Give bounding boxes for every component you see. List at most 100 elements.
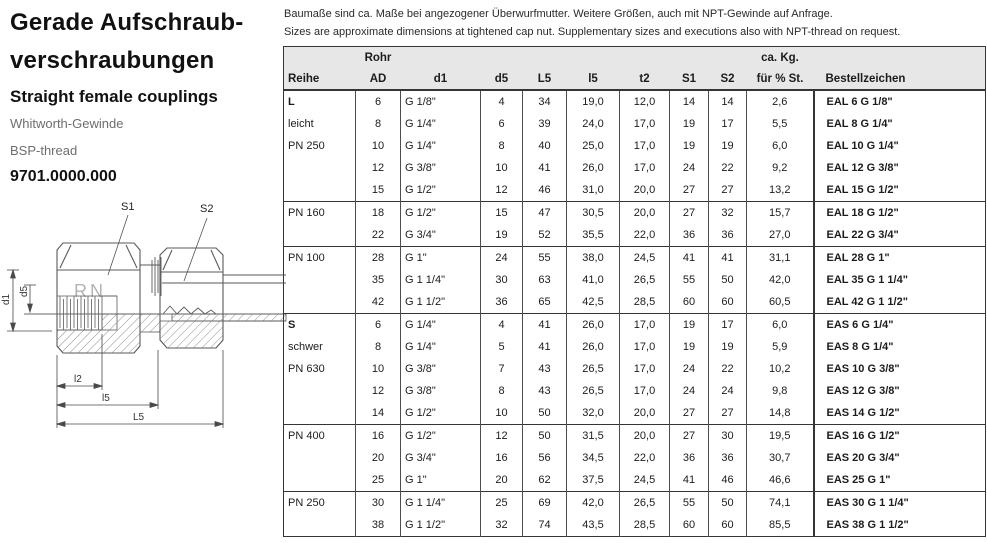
value-cell: 35,5	[566, 224, 620, 247]
value-cell: 8	[355, 336, 401, 358]
value-cell: 60	[669, 514, 709, 537]
value-cell: 22,0	[619, 447, 670, 469]
value-cell: 52	[522, 224, 567, 247]
col-header-d5: d5	[480, 68, 523, 91]
value-cell: 20,0	[619, 402, 670, 425]
page-title-line1: Gerade Aufschraub-	[10, 9, 244, 36]
value-cell: 19	[669, 135, 709, 157]
value-cell: 74	[522, 514, 567, 537]
value-cell: 14,8	[746, 402, 814, 425]
value-cell: 6	[355, 313, 401, 336]
order-code-cell: EAS 6 G 1/4"	[812, 313, 986, 336]
value-cell: 47	[522, 201, 567, 224]
note-en: Sizes are approximate dimensions at tigh…	[284, 26, 901, 38]
reihe-cell: PN 250	[283, 491, 356, 537]
reihe-label: L	[288, 96, 295, 108]
thread-type-en: BSP-thread	[10, 143, 78, 158]
table-row: PN 400 16 G 1/2" 12 50 31,5 20,0 27 30 19,5 EAS 16…	[283, 424, 986, 492]
wrench-labels	[107, 214, 208, 282]
value-cell: 27	[708, 402, 747, 425]
col-header-ad: AD	[355, 68, 401, 91]
table-row: 14 G 1/2" 10 50 32,0 20,0 27 27 14,8 EAS 14 G 1/2…	[284, 402, 986, 425]
value-cell: 6,0	[746, 135, 814, 157]
value-cell: 36	[669, 447, 709, 469]
reihe-label: PN 630	[288, 363, 325, 375]
value-cell: 6	[355, 89, 401, 113]
value-cell: 34	[522, 89, 567, 113]
value-cell: 24	[669, 358, 709, 380]
value-cell: 12	[355, 380, 401, 402]
value-cell: 50	[708, 491, 747, 514]
value-cell: 28	[355, 246, 401, 269]
value-cell: 85,5	[746, 514, 814, 537]
value-cell: 25	[480, 491, 523, 514]
part-number: 9701.0000.000	[10, 168, 117, 185]
l5-label: l5	[102, 393, 110, 404]
value-cell: 19	[480, 224, 523, 247]
reihe-label: PN 100	[288, 252, 325, 264]
order-code-cell: EAL 12 G 3/8"	[812, 157, 986, 179]
col-header-L5: L5	[522, 68, 567, 91]
col-header-kg: für % St.	[746, 68, 814, 91]
value-cell: 14	[669, 89, 709, 113]
value-cell: 8	[480, 135, 523, 157]
value-cell: 36	[708, 224, 747, 247]
section-hatch	[56, 313, 287, 354]
value-cell: 28,5	[619, 514, 670, 537]
table-row: 25 G 1" 20 62 37,5 24,5 41 46 46,6 EAS 25 G 1"	[284, 469, 986, 492]
s2-label: S2	[200, 203, 213, 215]
table-row: 35 G 1 1/4" 30 63 41,0 26,5 55 50 42,0 EAL 35 G 1…	[284, 269, 986, 291]
value-cell: 31,1	[746, 246, 814, 269]
value-cell: 36	[708, 447, 747, 469]
value-cell: G 1/2"	[400, 201, 481, 224]
page-title-line2: verschraubungen	[10, 47, 215, 74]
order-code-cell: EAS 12 G 3/8"	[812, 380, 986, 402]
value-cell: 24,5	[619, 246, 670, 269]
thread-type-de: Whitworth-Gewinde	[10, 116, 124, 131]
value-cell: 15	[355, 179, 401, 202]
value-cell: G 3/8"	[400, 358, 481, 380]
value-cell: G 1 1/4"	[400, 269, 481, 291]
d1-label: d1	[1, 293, 12, 305]
col-header-reihe: Reihe	[283, 68, 356, 91]
table-row: 10 G 1/4" 8 40 25,0 17,0 19 19 6,0 EAL 10 G 1/4"	[284, 135, 986, 157]
value-cell: 41	[669, 469, 709, 492]
technical-drawing: RN	[1, 201, 287, 428]
order-code-cell: EAL 22 G 3/4"	[812, 224, 986, 247]
value-cell: 40	[522, 135, 567, 157]
value-cell: 17,0	[619, 380, 670, 402]
title-block: Gerade Aufschraub- verschraubungen Strai…	[10, 4, 278, 186]
value-cell: 15,7	[746, 201, 814, 224]
value-cell: 30,7	[746, 447, 814, 469]
value-cell: 30,5	[566, 201, 620, 224]
value-cell: 24	[480, 246, 523, 269]
value-cell: 22	[708, 157, 747, 179]
value-cell: 41	[522, 157, 567, 179]
value-cell: 14	[708, 89, 747, 113]
value-cell: 30	[708, 424, 747, 447]
value-cell: 30	[480, 269, 523, 291]
col-header-s2: S2	[708, 68, 747, 91]
value-cell: 22	[708, 358, 747, 380]
value-cell: 41	[522, 336, 567, 358]
length-dimensions	[55, 334, 225, 428]
value-cell: 34,5	[566, 447, 620, 469]
value-cell: 42,0	[746, 269, 814, 291]
value-cell: 26,0	[566, 157, 620, 179]
value-cell: 18	[355, 201, 401, 224]
col-header-bestellzeichen: Bestellzeichen	[813, 68, 986, 91]
value-cell: 56	[522, 447, 567, 469]
value-cell: 42,0	[566, 491, 620, 514]
value-cell: 28,5	[619, 291, 670, 314]
value-cell: 5,9	[746, 336, 814, 358]
value-cell: 26,5	[566, 358, 620, 380]
value-cell: 17,0	[619, 336, 670, 358]
value-cell: 42	[355, 291, 401, 314]
value-cell: 39	[522, 113, 567, 135]
value-cell: 37,5	[566, 469, 620, 492]
col-header-t2: t2	[619, 68, 670, 91]
value-cell: G 3/4"	[400, 447, 481, 469]
reihe-cell: PN 100	[283, 246, 356, 314]
